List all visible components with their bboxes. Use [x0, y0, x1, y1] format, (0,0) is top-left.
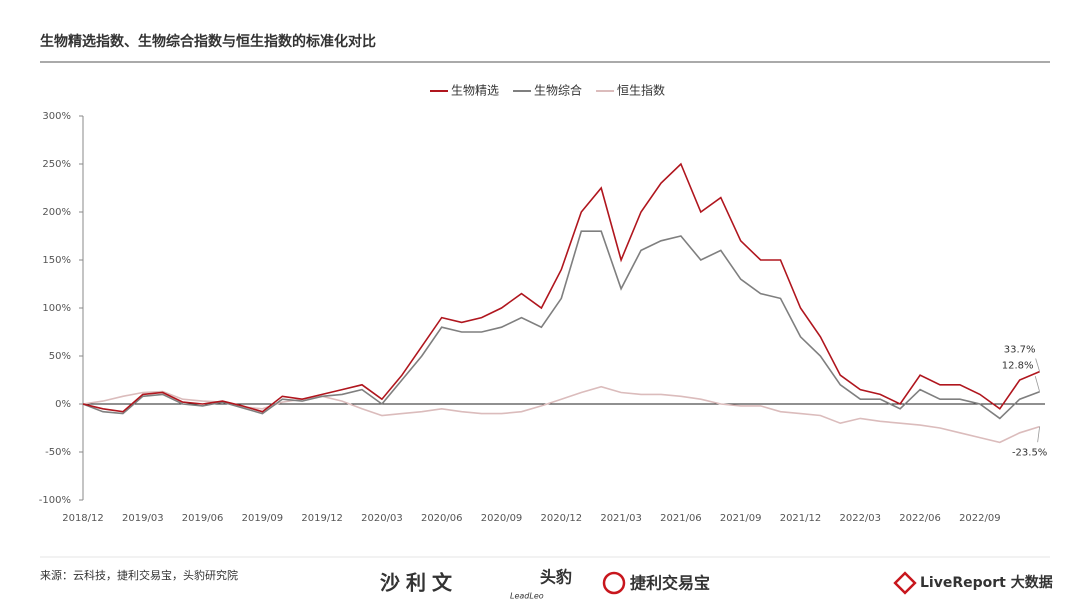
logo: LiveReport 大数据	[920, 574, 1053, 591]
x-tick-label: 2019/06	[182, 513, 224, 524]
x-tick-label: 2022/03	[839, 513, 881, 524]
x-tick-label: 2019/03	[122, 513, 164, 524]
legend-label: 生物综合	[534, 83, 582, 98]
x-tick-label: 2021/09	[720, 513, 762, 524]
x-tick-label: 2020/09	[481, 513, 523, 524]
y-tick-label: 300%	[42, 111, 71, 122]
y-tick-label: 250%	[42, 159, 71, 170]
annotation: -23.5%	[1012, 448, 1047, 459]
logo: 沙利文	[380, 571, 458, 595]
logo-icon	[602, 571, 626, 595]
x-tick-label: 2020/06	[421, 513, 463, 524]
x-tick-label: 2018/12	[62, 513, 104, 524]
logo: 捷利交易宝	[630, 574, 710, 593]
x-tick-label: 2022/09	[959, 513, 1001, 524]
x-tick-label: 2020/12	[541, 513, 583, 524]
y-tick-label: -50%	[45, 447, 71, 458]
x-tick-label: 2019/09	[242, 513, 284, 524]
logo: LeadLeo	[510, 592, 544, 601]
x-tick-label: 2020/03	[361, 513, 403, 524]
chart-title: 生物精选指数、生物综合指数与恒生指数的标准化对比	[40, 33, 376, 50]
x-tick-label: 2021/03	[600, 513, 642, 524]
legend-label: 生物精选	[451, 84, 499, 98]
annotation: 12.8%	[1002, 361, 1034, 372]
annotation-leader	[1034, 376, 1041, 392]
y-tick-label: 50%	[49, 351, 71, 362]
series-line	[82, 230, 1040, 420]
logo-icon	[893, 571, 917, 595]
x-tick-label: 2019/12	[301, 513, 343, 524]
y-tick-label: 100%	[42, 303, 71, 314]
series-line	[82, 385, 1040, 444]
x-tick-label: 2021/06	[660, 513, 702, 524]
y-tick-label: 0%	[55, 399, 71, 410]
y-tick-label: 200%	[42, 207, 71, 218]
x-tick-label: 2022/06	[899, 513, 941, 524]
series-line	[82, 162, 1040, 413]
annotation: 33.7%	[1004, 345, 1036, 356]
logo: 头豹	[540, 568, 572, 587]
x-tick-label: 2021/12	[780, 513, 822, 524]
annotation-leader	[1035, 358, 1041, 372]
legend-label: 恒生指数	[617, 83, 665, 98]
annotation-leader	[1037, 426, 1041, 443]
y-tick-label: 150%	[42, 255, 71, 266]
source: 来源：云科技，捷利交易宝，头豹研究院	[40, 568, 238, 582]
y-tick-label: -100%	[39, 495, 71, 506]
